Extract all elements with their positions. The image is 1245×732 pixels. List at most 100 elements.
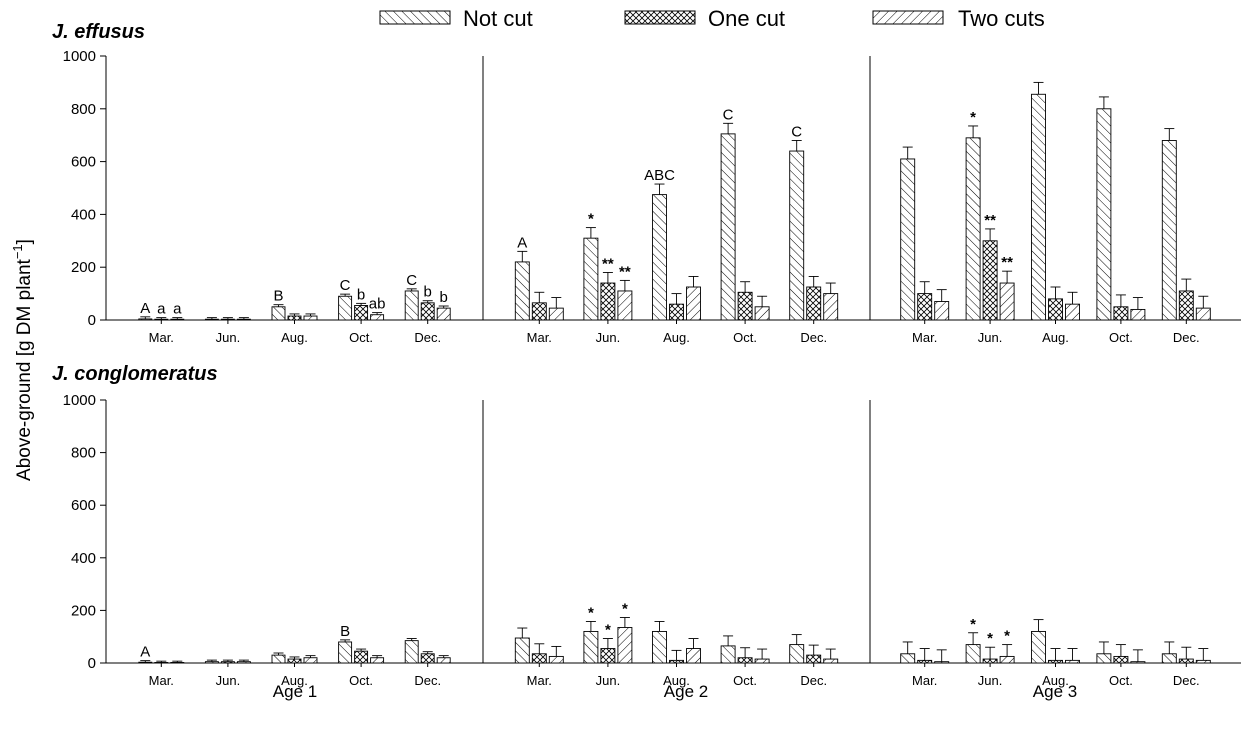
bar-one-cut (917, 659, 933, 664)
legend: Not cut One cut Two cuts (379, 6, 1045, 31)
bar-not-cut (789, 644, 805, 664)
bar-one-cut (737, 291, 753, 321)
x-tick-label: Oct. (349, 330, 373, 345)
bar-not-cut (404, 640, 419, 664)
bar-not-cut (789, 150, 805, 321)
bar-two-cuts (236, 661, 251, 664)
x-tick-label: Dec. (414, 673, 441, 688)
y-tick-label: 600 (71, 497, 96, 514)
data-label: * (605, 622, 611, 639)
data-label: A (140, 300, 150, 317)
bar-two-cuts (548, 655, 564, 664)
data-label: a (157, 301, 166, 318)
data-label: ABC (644, 167, 675, 184)
bar-two-cuts (436, 307, 451, 321)
x-tick-label: Aug. (663, 673, 690, 688)
data-label: ab (369, 296, 386, 313)
bar-one-cut (982, 240, 998, 321)
x-tick-label: Oct. (349, 673, 373, 688)
bar-not-cut (271, 654, 286, 664)
bar-not-cut (652, 194, 667, 321)
bar-two-cuts (303, 315, 318, 321)
bar-two-cuts (999, 655, 1015, 664)
bar-not-cut (338, 641, 353, 664)
data-label: a (173, 301, 182, 318)
bar-two-cuts (686, 286, 701, 321)
y-tick-label: 600 (71, 154, 96, 171)
bar-one-cut (154, 662, 169, 664)
y-tick-label: 0 (88, 655, 96, 672)
bar-two-cuts (1195, 659, 1211, 664)
x-tick-label: Jun. (596, 330, 621, 345)
bar-not-cut (900, 653, 916, 664)
bar-two-cuts (436, 657, 451, 664)
bar-two-cuts (303, 657, 318, 664)
bar-one-cut (982, 658, 998, 664)
bar-not-cut (720, 645, 736, 664)
bar-two-cuts (823, 293, 839, 321)
data-label: * (588, 604, 594, 621)
bar-two-cuts (1065, 659, 1080, 664)
x-tick-label: Mar. (527, 673, 552, 688)
bar-one-cut (287, 315, 302, 321)
legend-swatch-one-cut (624, 10, 696, 25)
bar-not-cut (965, 644, 981, 664)
bar-not-cut (900, 158, 916, 321)
bar-not-cut (138, 661, 153, 664)
y-tick-label: 0 (88, 312, 96, 329)
bar-not-cut (720, 133, 736, 321)
bar-not-cut (1096, 653, 1112, 664)
y-tick-label: 800 (71, 101, 96, 118)
bar-not-cut (514, 261, 530, 321)
bar-not-cut (1031, 93, 1046, 321)
data-label: C (791, 123, 802, 140)
bar-one-cut (154, 318, 169, 321)
bar-not-cut (204, 661, 219, 664)
bar-one-cut (531, 653, 547, 664)
age-label-3: Age 3 (1033, 682, 1077, 701)
bar-not-cut (338, 295, 353, 321)
age-label-1: Age 1 (273, 682, 317, 701)
legend-label-not-cut: Not cut (463, 6, 533, 31)
bar-one-cut (806, 654, 822, 664)
x-tick-label: Jun. (216, 330, 241, 345)
age-label-2: Age 2 (664, 682, 708, 701)
x-tick-label: Aug. (281, 330, 308, 345)
data-label: * (970, 616, 976, 633)
x-tick-label: Aug. (1042, 330, 1069, 345)
y-tick-label: 1000 (63, 48, 96, 65)
bar-one-cut (1113, 306, 1129, 321)
x-tick-label: Mar. (912, 673, 937, 688)
x-tick-label: Oct. (733, 330, 757, 345)
bar-not-cut (404, 290, 419, 321)
data-label: ** (984, 212, 996, 229)
x-tick-label: Jun. (978, 673, 1003, 688)
bar-one-cut (669, 303, 684, 321)
legend-item-not-cut: Not cut (379, 6, 533, 31)
bar-two-cuts (999, 282, 1015, 321)
y-tick-label: 1000 (63, 392, 96, 409)
data-label: ** (1001, 254, 1013, 271)
data-label: A (517, 234, 527, 251)
bar-one-cut (600, 648, 616, 664)
bar-one-cut (354, 305, 369, 321)
bar-one-cut (737, 657, 753, 664)
bar-one-cut (220, 661, 235, 664)
data-label: A (140, 644, 150, 661)
legend-label-one-cut: One cut (708, 6, 785, 31)
data-label: ** (619, 263, 631, 280)
x-tick-label: Jun. (216, 673, 241, 688)
legend-label-two-cuts: Two cuts (958, 6, 1045, 31)
bar-one-cut (420, 302, 435, 321)
data-label: C (406, 272, 417, 289)
bar-one-cut (1048, 298, 1063, 321)
bar-one-cut (917, 293, 933, 321)
x-tick-label: Dec. (1173, 673, 1200, 688)
legend-swatch-not-cut (379, 10, 451, 25)
data-label: B (273, 288, 283, 305)
data-label: C (723, 106, 734, 123)
bar-one-cut (1048, 659, 1063, 664)
bar-two-cuts (934, 661, 950, 664)
